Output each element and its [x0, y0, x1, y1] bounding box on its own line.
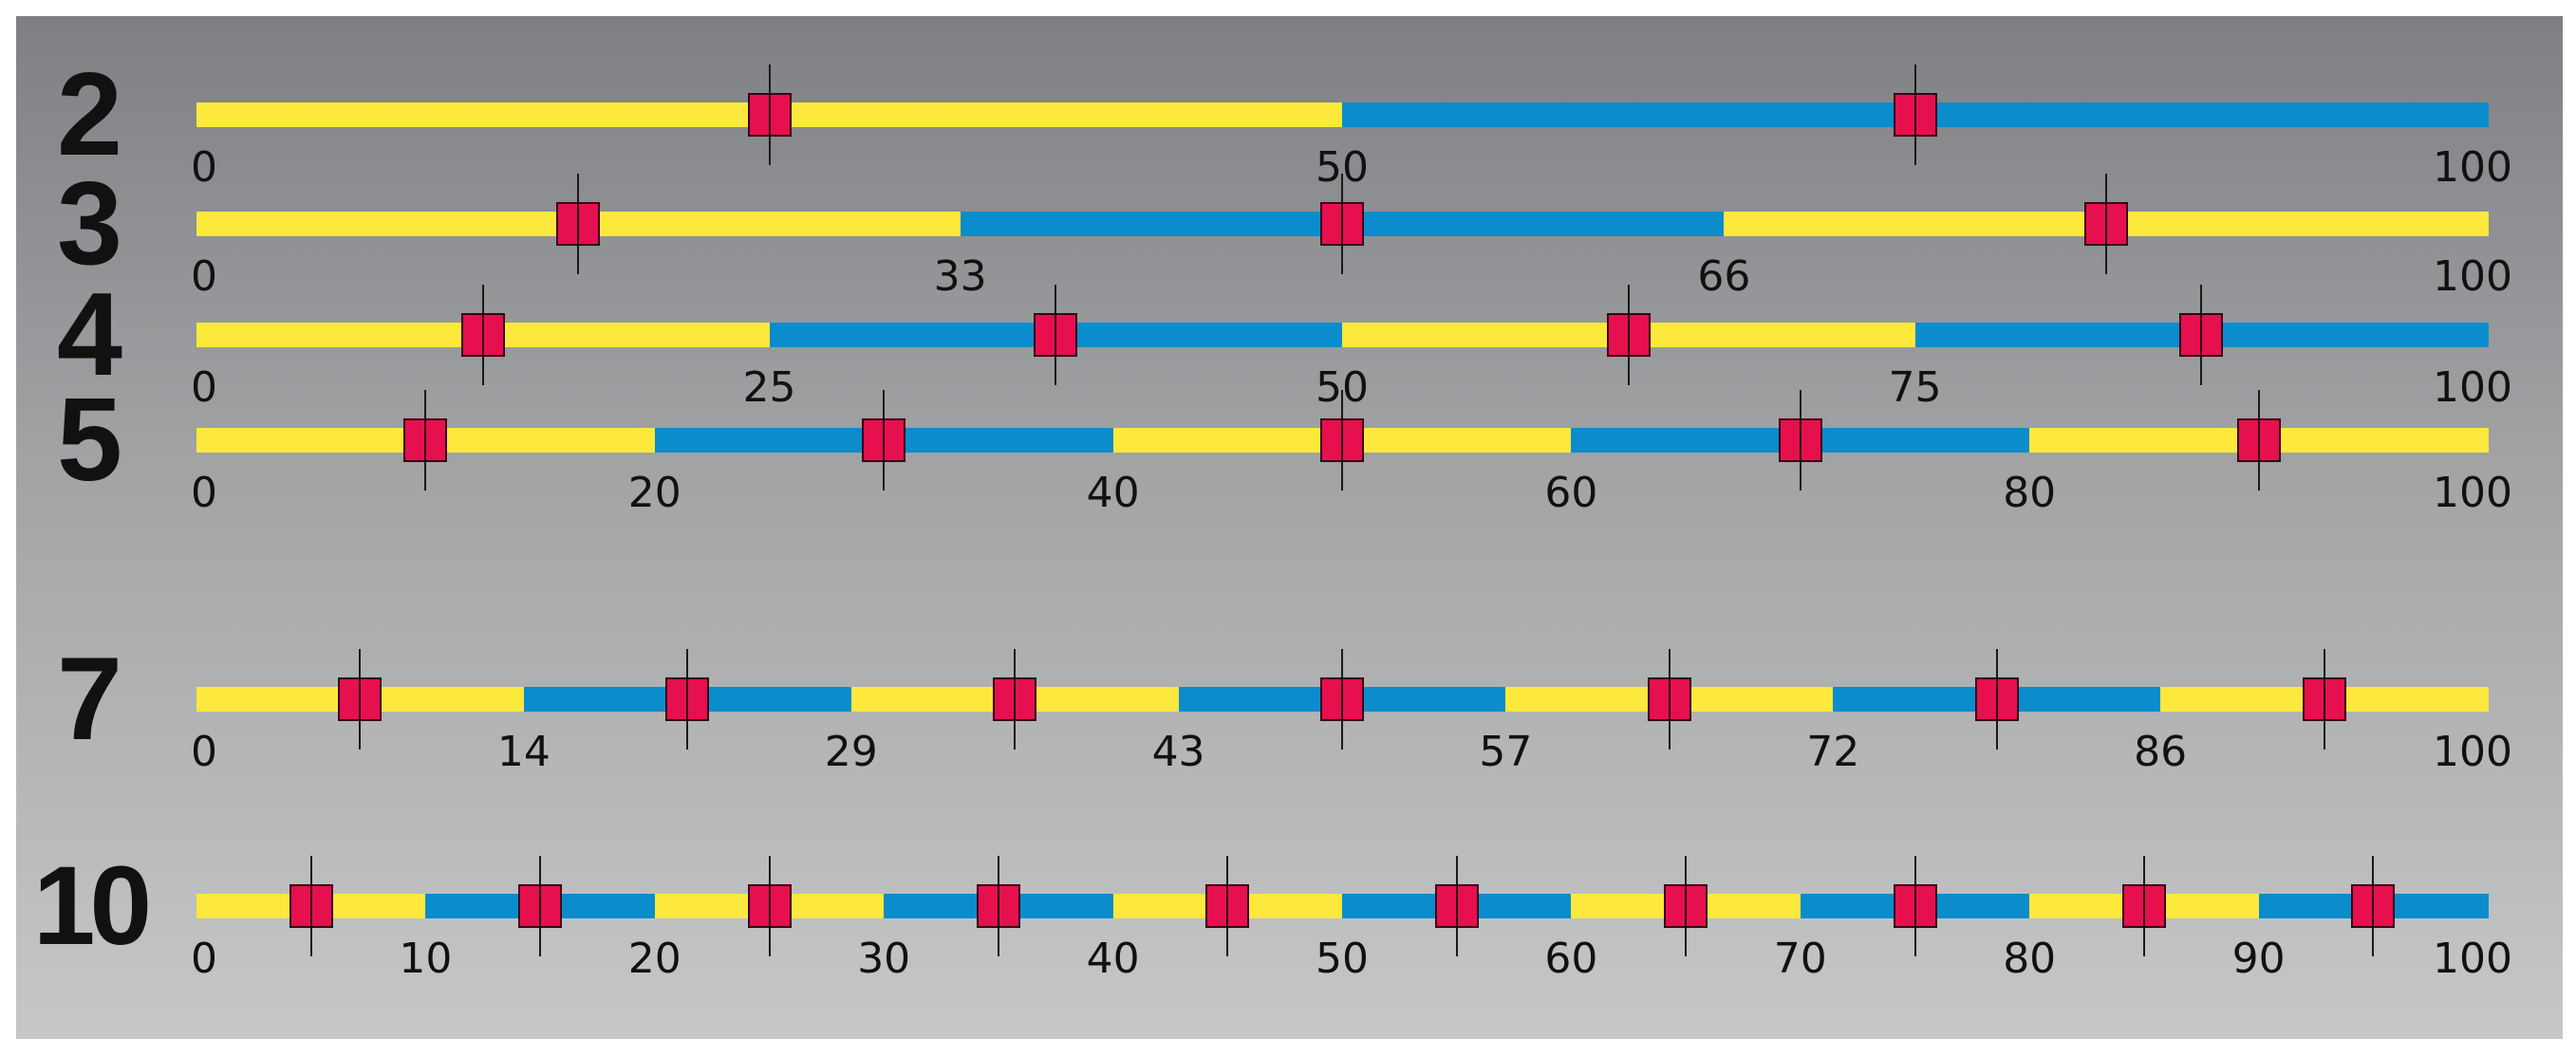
- tick-label-10-80: 80: [2003, 935, 2057, 983]
- row-label-2: 2: [57, 49, 122, 180]
- row-label-10: 10: [32, 843, 152, 969]
- tick-label-10-100: 100: [2433, 935, 2512, 983]
- row-label-5: 5: [57, 375, 122, 506]
- midpoint-marker-4-3: [1606, 313, 1651, 357]
- tick-label-10-40: 40: [1086, 935, 1140, 983]
- tick-label-10-10: 10: [399, 935, 453, 983]
- tick-label-2-100: 100: [2433, 143, 2512, 192]
- row-label-7: 7: [57, 634, 122, 765]
- tick-label-4-100: 100: [2433, 363, 2512, 412]
- tick-label-7-57: 57: [1479, 728, 1533, 776]
- tick-label-5-60: 60: [1544, 469, 1598, 517]
- midpoint-marker-5-4: [1778, 418, 1822, 462]
- tick-label-5-100: 100: [2433, 469, 2512, 517]
- midpoint-marker-10-8: [1893, 884, 1937, 928]
- midpoint-marker-3-1: [556, 202, 601, 246]
- midpoint-marker-10-1: [289, 884, 333, 928]
- midpoint-marker-10-9: [2121, 884, 2166, 928]
- midpoint-marker-7-1: [338, 677, 383, 721]
- tick-label-10-50: 50: [1316, 935, 1369, 983]
- midpoint-marker-2-2: [1893, 93, 1937, 137]
- diagram-panel: 2 0 50 100 3 0 33 66 100 4 0 25 50 75 100 5 0 20 40 60 80 100…: [16, 16, 2563, 1039]
- tick-label-7-72: 72: [1806, 728, 1860, 776]
- midpoint-marker-4-2: [1034, 313, 1078, 357]
- midpoint-marker-5-5: [2236, 418, 2281, 462]
- midpoint-marker-10-4: [976, 884, 1020, 928]
- tick-label-3-0: 0: [191, 252, 217, 301]
- midpoint-marker-10-2: [518, 884, 563, 928]
- midpoint-marker-4-1: [460, 313, 505, 357]
- midpoint-marker-5-3: [1320, 418, 1364, 462]
- midpoint-marker-7-4: [1320, 677, 1364, 721]
- tick-label-5-20: 20: [627, 469, 681, 517]
- tick-label-5-80: 80: [2003, 469, 2057, 517]
- midpoint-marker-10-5: [1205, 884, 1250, 928]
- row-label-4: 4: [57, 269, 122, 400]
- tick-label-10-90: 90: [2231, 935, 2286, 983]
- midpoint-marker-4-4: [2179, 313, 2224, 357]
- tick-label-10-20: 20: [627, 935, 681, 983]
- midpoint-marker-7-7: [2302, 677, 2346, 721]
- tick-label-10-60: 60: [1544, 935, 1598, 983]
- tick-label-4-75: 75: [1888, 363, 1942, 412]
- midpoint-marker-10-3: [747, 884, 792, 928]
- row-label-3: 3: [57, 158, 122, 289]
- midpoint-marker-7-2: [665, 677, 710, 721]
- midpoint-marker-5-2: [862, 418, 906, 462]
- midpoint-marker-7-3: [993, 677, 1037, 721]
- tick-label-7-14: 14: [496, 728, 551, 776]
- midpoint-marker-7-5: [1647, 677, 1691, 721]
- tick-label-4-25: 25: [742, 363, 796, 412]
- midpoint-marker-7-6: [1974, 677, 2019, 721]
- tick-label-2-0: 0: [191, 143, 217, 192]
- tick-label-3-100: 100: [2433, 252, 2512, 301]
- midpoint-marker-10-6: [1434, 884, 1479, 928]
- tick-label-10-0: 0: [191, 935, 217, 983]
- tick-label-3-33: 33: [933, 252, 987, 301]
- midpoint-marker-2-1: [747, 93, 792, 137]
- tick-label-10-30: 30: [857, 935, 911, 983]
- tick-label-7-86: 86: [2134, 728, 2188, 776]
- tick-label-7-29: 29: [824, 728, 878, 776]
- tick-label-3-66: 66: [1697, 252, 1751, 301]
- midpoint-marker-3-3: [2083, 202, 2128, 246]
- tick-label-4-0: 0: [191, 363, 217, 412]
- tick-label-5-40: 40: [1086, 469, 1140, 517]
- midpoint-marker-10-10: [2351, 884, 2396, 928]
- midpoint-marker-10-7: [1664, 884, 1708, 928]
- midpoint-marker-5-1: [403, 418, 448, 462]
- midpoint-marker-3-2: [1320, 202, 1364, 246]
- tick-label-7-0: 0: [191, 728, 217, 776]
- tick-label-7-43: 43: [1151, 728, 1205, 776]
- tick-label-7-100: 100: [2433, 728, 2512, 776]
- tick-label-5-0: 0: [191, 469, 217, 517]
- tick-label-10-70: 70: [1773, 935, 1827, 983]
